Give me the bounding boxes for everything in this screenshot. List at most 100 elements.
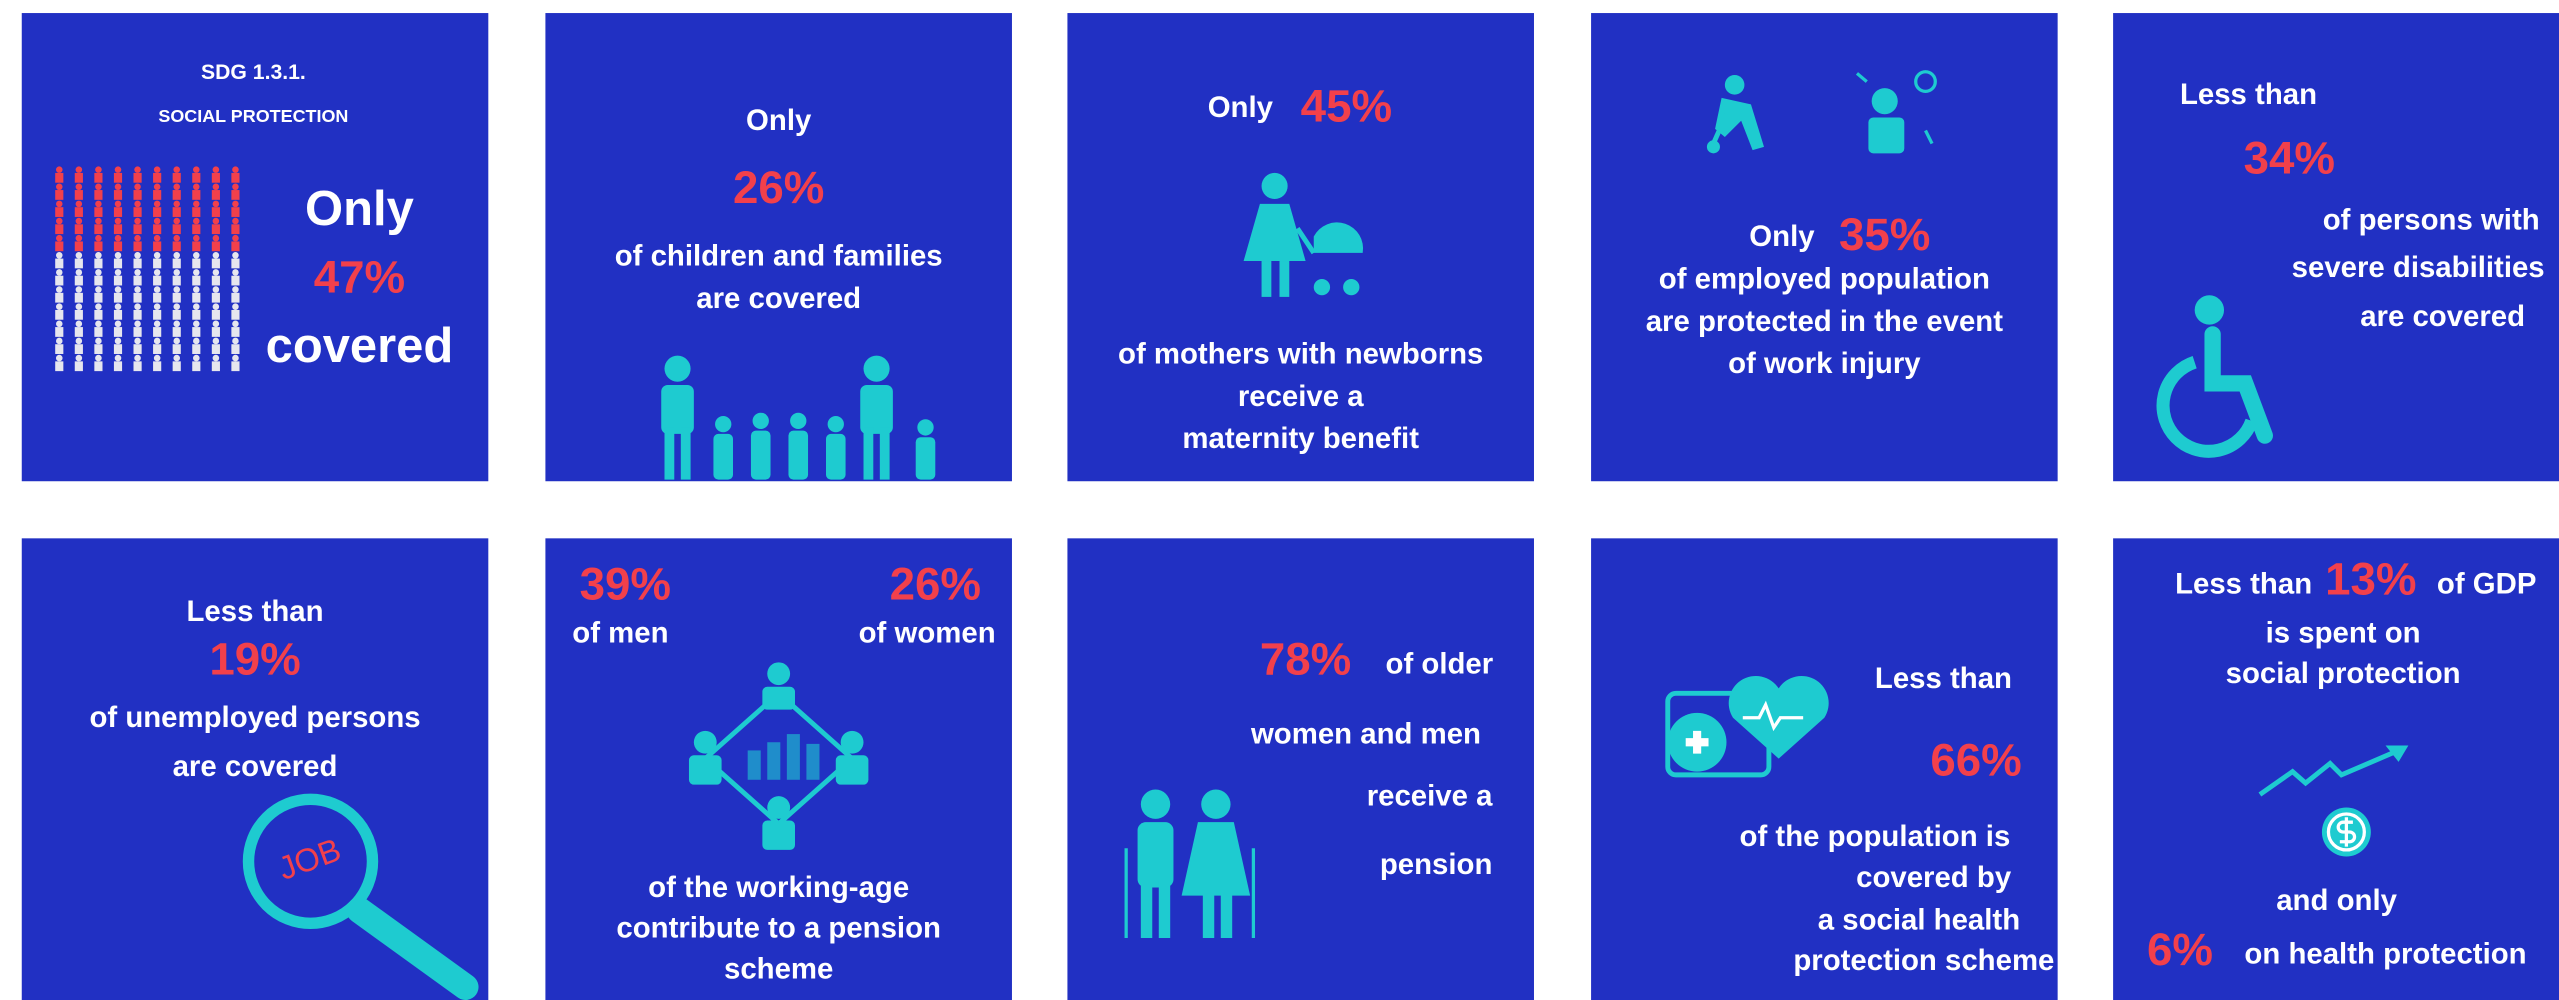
person-icon [94, 172, 103, 183]
person-icon [173, 200, 180, 208]
person-icon [94, 344, 103, 354]
person-icon [211, 241, 220, 252]
tile [2113, 13, 2559, 482]
person-icon [74, 309, 83, 320]
person-icon [153, 269, 161, 276]
person-icon [212, 354, 220, 362]
person-icon [74, 224, 83, 235]
tile-text: are protected in the event [1646, 305, 2004, 338]
person-icon [153, 258, 162, 269]
person-icon [153, 207, 162, 217]
person-icon [94, 292, 103, 303]
tile-text: severe disabilities [2292, 251, 2545, 284]
person-icon [56, 286, 63, 293]
person-icon [75, 217, 83, 225]
person-icon [231, 172, 240, 183]
mother-icon [1243, 172, 1364, 297]
person-icon [113, 327, 123, 337]
person-icon [95, 286, 102, 293]
person-icon [113, 275, 123, 286]
tile-text: scheme [724, 952, 833, 985]
person-icon [114, 200, 122, 208]
tile [1591, 13, 2058, 482]
person-icon [74, 207, 83, 217]
person-icon [94, 207, 103, 217]
tile-text: of persons with [2323, 204, 2540, 237]
person-icon [211, 292, 220, 303]
person-icon [113, 224, 123, 235]
person-icon [153, 241, 162, 252]
person-icon [153, 327, 162, 337]
person-icon [114, 337, 122, 345]
person-icon [173, 354, 180, 362]
person-icon [192, 275, 201, 286]
tile-text: on health protection [2244, 938, 2526, 971]
person-icon [173, 252, 180, 259]
person-icon [55, 292, 64, 303]
person-icon [153, 275, 162, 286]
person-icon [192, 224, 201, 235]
person-icon [56, 354, 63, 362]
tile-text: of mothers with newborns [1118, 337, 1483, 370]
person-icon [211, 327, 220, 337]
person-icon [231, 207, 240, 217]
person-icon [133, 275, 142, 286]
person-icon [231, 309, 240, 320]
person-icon [133, 258, 142, 269]
person-icon [212, 252, 220, 259]
tile-text: covered by [1856, 861, 2012, 894]
person-icon [193, 200, 200, 208]
person-icon [231, 327, 240, 337]
person-icon [153, 354, 161, 362]
person-icon [192, 327, 201, 337]
tile-text: of the working-age [648, 871, 909, 904]
person-icon [75, 354, 83, 362]
tile-text: women and men [1250, 717, 1481, 750]
tile-percent: 34% [2244, 133, 2335, 184]
person-icon [55, 224, 64, 235]
person-icon [232, 217, 239, 225]
tile-text: and only [2276, 884, 2397, 917]
person-icon [74, 292, 83, 303]
tile-text: of work injury [1728, 347, 1921, 380]
tile-text: is spent on [2266, 616, 2421, 649]
person-icon [94, 190, 103, 200]
person-icon [172, 258, 181, 269]
person-icon [232, 269, 239, 276]
person-icon [94, 258, 103, 269]
person-icon [153, 320, 161, 328]
people-grid [55, 166, 240, 372]
person-icon [212, 320, 220, 328]
tile-percent: 26% [733, 162, 824, 213]
person-icon [114, 320, 122, 328]
person-icon [232, 303, 239, 310]
person-icon [153, 224, 162, 235]
person-icon [153, 234, 161, 242]
person-icon [211, 172, 220, 183]
person-icon [75, 320, 83, 328]
person-icon [113, 207, 123, 217]
person-icon [212, 269, 220, 276]
person-icon [133, 344, 142, 354]
person-icon [173, 303, 180, 310]
person-icon [94, 361, 103, 372]
person-icon [133, 224, 142, 235]
person-icon [172, 172, 181, 183]
person-icon [192, 207, 201, 217]
person-icon [95, 234, 102, 242]
tile-text: Only [1749, 220, 1815, 253]
person-icon [153, 172, 162, 183]
person-icon [153, 344, 162, 354]
tile-text: a social health [1818, 903, 2020, 936]
person-icon [193, 252, 200, 259]
person-icon [74, 344, 83, 354]
tile-text: pension [1380, 848, 1493, 881]
person-icon [192, 190, 201, 200]
tile-percent: 45% [1301, 80, 1392, 131]
person-icon [114, 166, 122, 173]
person-icon [113, 344, 123, 354]
person-icon [231, 292, 240, 303]
tile-percent: 39% [580, 558, 671, 609]
person-icon [153, 217, 161, 225]
